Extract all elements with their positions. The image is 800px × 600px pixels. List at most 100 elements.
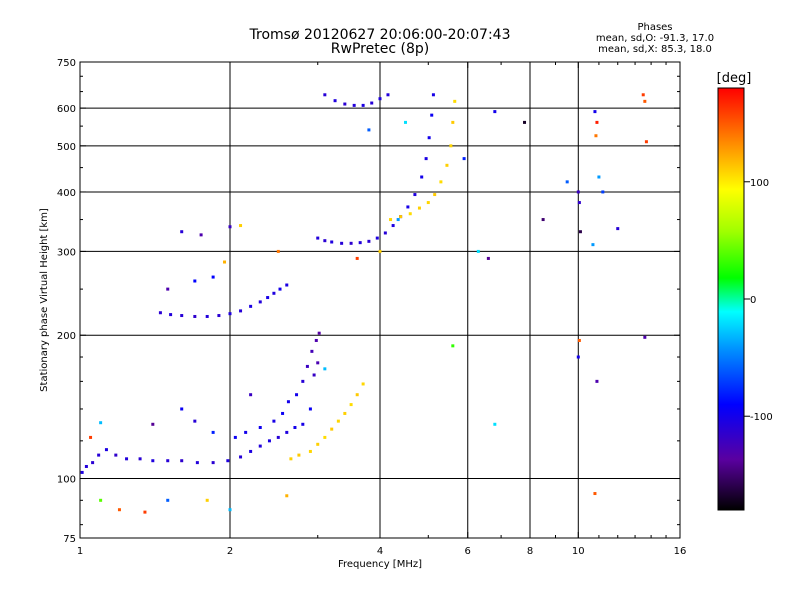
data-point bbox=[355, 393, 359, 397]
data-point bbox=[601, 190, 605, 194]
data-point bbox=[258, 300, 262, 304]
data-point bbox=[211, 275, 215, 279]
data-point bbox=[285, 430, 289, 434]
data-point bbox=[641, 93, 645, 97]
data-point bbox=[285, 283, 289, 287]
data-point bbox=[577, 338, 581, 342]
data-point bbox=[352, 103, 356, 107]
data-point bbox=[239, 224, 243, 228]
data-point bbox=[205, 314, 209, 318]
data-point bbox=[104, 448, 108, 452]
data-point bbox=[316, 361, 320, 365]
data-point bbox=[272, 419, 276, 423]
data-point bbox=[427, 136, 431, 140]
data-point bbox=[367, 128, 371, 132]
data-point bbox=[158, 311, 162, 315]
data-point bbox=[433, 193, 437, 197]
data-point bbox=[578, 230, 582, 234]
colorbar-tick-label: 0 bbox=[750, 295, 756, 306]
data-point bbox=[378, 249, 382, 253]
data-point bbox=[308, 407, 312, 411]
data-point bbox=[289, 457, 293, 461]
data-point bbox=[193, 419, 197, 423]
data-point bbox=[644, 140, 648, 144]
data-point bbox=[267, 439, 271, 443]
data-point bbox=[389, 218, 393, 222]
data-point bbox=[249, 304, 253, 308]
data-point bbox=[285, 494, 289, 498]
data-point bbox=[417, 206, 421, 210]
data-point bbox=[403, 120, 407, 124]
data-point bbox=[249, 449, 253, 453]
data-point bbox=[180, 314, 184, 318]
data-point bbox=[431, 93, 435, 97]
phase-stats-x: mean, sd,X: 85.3, 18.0 bbox=[598, 44, 712, 55]
data-point bbox=[396, 218, 400, 222]
y-tick-label: 200 bbox=[57, 331, 76, 342]
data-point bbox=[576, 355, 580, 359]
data-point bbox=[576, 190, 580, 194]
title-line-1: Tromsø 20120627 20:06:00-20:07:43 bbox=[249, 27, 511, 43]
data-point bbox=[323, 93, 327, 97]
data-point bbox=[386, 93, 390, 97]
y-axis-label: Stationary phase Virtual Height [km] bbox=[39, 208, 50, 392]
data-point bbox=[541, 218, 545, 222]
data-point bbox=[413, 193, 417, 197]
data-point bbox=[493, 110, 497, 114]
data-point bbox=[486, 256, 490, 260]
x-axis-label: Frequency [MHz] bbox=[338, 559, 422, 570]
data-point bbox=[239, 455, 243, 459]
data-point bbox=[336, 419, 340, 423]
x-tick-label: 6 bbox=[465, 546, 471, 557]
y-tick-label: 600 bbox=[57, 104, 76, 115]
data-point bbox=[367, 239, 371, 243]
y-tick-label: 750 bbox=[57, 58, 76, 69]
data-point bbox=[378, 97, 382, 101]
data-point bbox=[180, 407, 184, 411]
y-tick-label: 100 bbox=[57, 475, 76, 486]
data-point bbox=[408, 212, 412, 216]
x-tick-label: 2 bbox=[227, 546, 233, 557]
data-point bbox=[343, 411, 347, 415]
data-point bbox=[323, 435, 327, 439]
data-point bbox=[323, 367, 327, 371]
data-point bbox=[249, 393, 253, 397]
data-point bbox=[330, 427, 334, 431]
data-point bbox=[166, 459, 170, 463]
data-point bbox=[114, 453, 118, 457]
data-point bbox=[426, 201, 430, 205]
data-points bbox=[80, 93, 648, 514]
data-point bbox=[266, 296, 270, 300]
data-point bbox=[195, 461, 199, 465]
colorbar-unit-label: [deg] bbox=[717, 71, 752, 86]
data-point bbox=[125, 457, 129, 461]
data-point bbox=[312, 373, 316, 377]
data-point bbox=[565, 180, 569, 184]
data-point bbox=[226, 459, 230, 463]
data-point bbox=[595, 379, 599, 383]
data-point bbox=[643, 335, 647, 339]
data-point bbox=[430, 113, 434, 117]
data-point bbox=[169, 313, 173, 317]
data-point bbox=[205, 498, 209, 502]
data-point bbox=[577, 201, 581, 205]
data-point bbox=[211, 430, 215, 434]
data-point bbox=[314, 338, 318, 342]
data-point bbox=[595, 120, 599, 124]
data-point bbox=[375, 236, 379, 240]
data-point bbox=[323, 239, 327, 243]
data-point bbox=[399, 215, 403, 219]
data-point bbox=[91, 461, 95, 465]
data-point bbox=[293, 425, 297, 429]
data-point bbox=[244, 430, 248, 434]
data-point bbox=[462, 157, 466, 161]
data-point bbox=[281, 411, 285, 415]
data-point bbox=[597, 175, 601, 179]
data-point bbox=[308, 449, 312, 453]
data-point bbox=[391, 224, 395, 228]
data-point bbox=[445, 163, 449, 167]
data-point bbox=[361, 382, 365, 386]
x-tick-label: 10 bbox=[572, 546, 585, 557]
data-point bbox=[451, 344, 455, 348]
